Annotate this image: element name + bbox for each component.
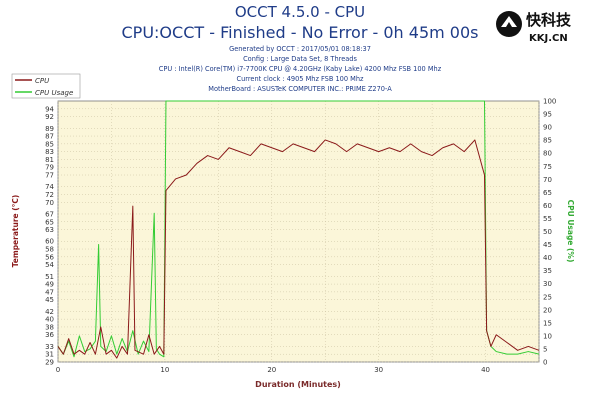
y-left-tick-label: 31 <box>45 351 54 359</box>
chart-title: OCCT 4.5.0 - CPU <box>235 3 365 21</box>
y-left-tick-label: 47 <box>45 288 54 296</box>
y-right-tick-label: 40 <box>543 254 552 262</box>
y-left-tick-label: 85 <box>45 140 54 148</box>
y-right-tick-label: 35 <box>543 267 552 275</box>
y-right-tick-label: 0 <box>543 359 547 367</box>
y-left-tick-label: 29 <box>45 359 54 367</box>
plot-area <box>57 100 540 363</box>
y-right-tick-label: 95 <box>543 111 552 119</box>
y-left-tick-label: 67 <box>45 210 54 218</box>
watermark-logo-mark <box>501 16 517 27</box>
y-left-tick-label: 83 <box>45 148 54 156</box>
y-right-tick-label: 90 <box>543 124 552 132</box>
y-right-tick-label: 80 <box>543 150 552 158</box>
info-line-generated: Generated by OCCT : 2017/05/01 08:18:37 <box>229 45 371 53</box>
x-tick-label: 10 <box>160 366 169 374</box>
info-line-cpu: CPU : Intel(R) Core(TM) i7-7700K CPU @ 4… <box>159 65 442 73</box>
y-right-tick-label: 10 <box>543 332 552 340</box>
y-right-tick-label: 85 <box>543 137 552 145</box>
legend-cpu-usage-label: CPU Usage <box>35 89 73 97</box>
x-tick-label: 40 <box>481 366 490 374</box>
legend: CPU CPU Usage <box>11 73 81 99</box>
y-left-tick-label: 38 <box>45 323 54 331</box>
y-left-tick-label: 54 <box>45 261 54 269</box>
x-tick-label: 20 <box>267 366 276 374</box>
y-left-tick-label: 58 <box>45 246 54 254</box>
y-right-tick-label: 70 <box>543 176 552 184</box>
y-left-tick-label: 36 <box>45 331 54 339</box>
info-line-clock: Current clock : 4905 Mhz FSB 100 Mhz <box>236 75 364 83</box>
y-left-tick-label: 89 <box>45 125 54 133</box>
y-right-tick-label: 15 <box>543 319 552 327</box>
y-left-tick-label: 92 <box>45 113 54 121</box>
y-left-tick-label: 51 <box>45 273 54 281</box>
y-left-tick-label: 79 <box>45 164 54 172</box>
y-right-tick-label: 60 <box>543 202 552 210</box>
x-axis-label: Duration (Minutes) <box>255 380 341 389</box>
y-right-tick-label: 65 <box>543 189 552 197</box>
series-layer <box>57 100 540 359</box>
y-axis-left-label: Temperature (°C) <box>11 195 20 268</box>
y-axis-right-label: CPU Usage (%) <box>566 200 575 263</box>
y-right-tick-label: 55 <box>543 215 552 223</box>
y-left-tick-label: 77 <box>45 172 54 180</box>
y-left-tick-label: 65 <box>45 218 54 226</box>
watermark-logo-icon <box>496 11 522 37</box>
x-tick-label: 0 <box>56 366 60 374</box>
y-right-tick-label: 100 <box>543 98 556 106</box>
y-left-tick-label: 40 <box>45 316 54 324</box>
y-right-tick-label: 50 <box>543 228 552 236</box>
info-block: Generated by OCCT : 2017/05/01 08:18:37 … <box>159 45 442 93</box>
y-left-tick-label: 63 <box>45 226 54 234</box>
y-axis-right-ticks: 0 5 10 15 20 25 30 35 40 45 50 55 60 65 70 75 80 85 90 95 10… <box>543 98 556 367</box>
y-left-tick-label: 49 <box>45 281 54 289</box>
watermark-brand-cn: 快科技 <box>526 11 572 29</box>
y-left-tick-label: 45 <box>45 296 54 304</box>
y-left-tick-label: 33 <box>45 343 54 351</box>
info-line-motherboard: MotherBoard : ASUSTeK COMPUTER INC.: PRI… <box>208 85 392 93</box>
y-left-tick-label: 94 <box>45 105 54 113</box>
y-right-tick-label: 30 <box>543 280 552 288</box>
series-line-cpu <box>57 139 540 359</box>
legend-cpu-label: CPU <box>35 77 49 85</box>
y-left-tick-label: 87 <box>45 133 54 141</box>
grid-lines <box>57 101 540 363</box>
watermark: 快科技 KKJ.CN <box>496 11 572 44</box>
y-right-tick-label: 25 <box>543 293 552 301</box>
y-left-tick-label: 56 <box>45 253 54 261</box>
y-left-tick-label: 70 <box>45 199 54 207</box>
y-left-tick-label: 74 <box>45 183 54 191</box>
x-axis-ticks: 0 10 20 30 40 <box>56 366 490 374</box>
y-left-tick-label: 72 <box>45 191 54 199</box>
legend-box <box>11 73 81 99</box>
y-right-tick-label: 20 <box>543 306 552 314</box>
chart-subtitle: CPU:OCCT - Finished - No Error - 0h 45m … <box>122 23 479 42</box>
watermark-brand-en: KKJ.CN <box>529 33 568 44</box>
info-line-config: Config : Large Data Set, 8 Threads <box>243 55 357 63</box>
y-left-tick-label: 60 <box>45 238 54 246</box>
y-right-tick-label: 5 <box>543 345 547 353</box>
y-right-tick-label: 75 <box>543 163 552 171</box>
y-left-tick-label: 42 <box>45 308 54 316</box>
x-tick-label: 30 <box>374 366 383 374</box>
y-left-tick-label: 81 <box>45 156 54 164</box>
y-right-tick-label: 45 <box>543 241 552 249</box>
